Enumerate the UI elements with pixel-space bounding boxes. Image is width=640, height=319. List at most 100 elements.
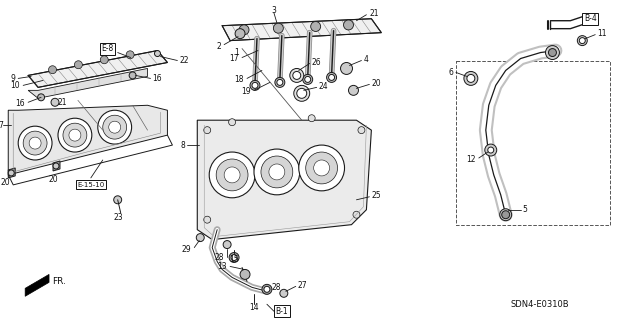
Circle shape xyxy=(63,123,87,147)
Circle shape xyxy=(306,152,337,184)
Circle shape xyxy=(340,63,353,74)
Circle shape xyxy=(261,156,292,188)
Circle shape xyxy=(269,164,285,180)
Text: B-1: B-1 xyxy=(276,307,288,316)
Circle shape xyxy=(18,126,52,160)
Circle shape xyxy=(262,284,272,294)
Text: 11: 11 xyxy=(597,29,607,38)
Circle shape xyxy=(577,36,588,46)
Circle shape xyxy=(240,270,250,279)
Circle shape xyxy=(273,23,284,33)
Text: 20: 20 xyxy=(371,79,381,88)
Circle shape xyxy=(216,159,248,191)
Circle shape xyxy=(464,71,478,85)
Circle shape xyxy=(228,119,236,126)
Text: 7: 7 xyxy=(0,121,3,130)
Text: 6: 6 xyxy=(448,68,453,77)
Circle shape xyxy=(254,149,300,195)
Circle shape xyxy=(502,211,509,219)
Polygon shape xyxy=(53,161,60,171)
Circle shape xyxy=(328,74,335,80)
Text: 16: 16 xyxy=(15,99,25,108)
Text: 12: 12 xyxy=(467,155,476,165)
Text: 2: 2 xyxy=(216,42,221,51)
Text: 26: 26 xyxy=(312,58,321,67)
Circle shape xyxy=(98,110,132,144)
Circle shape xyxy=(326,72,337,82)
Text: 21: 21 xyxy=(58,98,67,107)
Circle shape xyxy=(310,21,321,32)
Circle shape xyxy=(109,121,121,133)
Circle shape xyxy=(29,137,41,149)
Text: 21: 21 xyxy=(369,9,379,18)
Circle shape xyxy=(277,79,283,85)
Polygon shape xyxy=(28,69,148,98)
Text: 10: 10 xyxy=(11,81,20,90)
Circle shape xyxy=(275,78,285,87)
Circle shape xyxy=(252,82,258,88)
Text: 22: 22 xyxy=(179,56,189,65)
Polygon shape xyxy=(8,168,15,178)
Text: 24: 24 xyxy=(319,82,328,91)
Circle shape xyxy=(235,29,245,39)
Polygon shape xyxy=(28,50,168,87)
Circle shape xyxy=(8,170,14,176)
Circle shape xyxy=(58,118,92,152)
Text: 16: 16 xyxy=(152,74,162,83)
Circle shape xyxy=(548,48,556,56)
Text: E-8: E-8 xyxy=(102,44,114,53)
Circle shape xyxy=(231,255,237,261)
Text: 17: 17 xyxy=(229,54,239,63)
Text: 1: 1 xyxy=(234,48,239,57)
Circle shape xyxy=(51,98,59,106)
Circle shape xyxy=(303,74,313,85)
Circle shape xyxy=(488,147,493,153)
Circle shape xyxy=(545,46,559,60)
Circle shape xyxy=(290,69,304,82)
Circle shape xyxy=(500,209,511,221)
Circle shape xyxy=(74,61,83,69)
Circle shape xyxy=(129,72,136,79)
Polygon shape xyxy=(222,19,381,41)
Circle shape xyxy=(204,216,211,223)
Polygon shape xyxy=(197,120,371,240)
Text: 28: 28 xyxy=(214,253,224,262)
Text: 23: 23 xyxy=(114,213,124,222)
Text: 9: 9 xyxy=(10,74,15,83)
Circle shape xyxy=(264,286,270,292)
Circle shape xyxy=(126,51,134,59)
Text: 8: 8 xyxy=(180,141,186,150)
Circle shape xyxy=(114,196,122,204)
Text: 14: 14 xyxy=(249,303,259,312)
Circle shape xyxy=(467,74,475,82)
Text: 28: 28 xyxy=(272,283,282,292)
Circle shape xyxy=(239,25,249,35)
Circle shape xyxy=(308,115,315,122)
Text: 13: 13 xyxy=(218,262,227,271)
Circle shape xyxy=(103,115,127,139)
Text: 20: 20 xyxy=(48,175,58,184)
Circle shape xyxy=(299,145,344,191)
Circle shape xyxy=(484,144,497,156)
Circle shape xyxy=(344,20,353,30)
Circle shape xyxy=(579,38,586,44)
Circle shape xyxy=(250,80,260,90)
Text: B-4: B-4 xyxy=(584,14,596,23)
Circle shape xyxy=(229,253,239,263)
Text: 20: 20 xyxy=(1,178,10,187)
Circle shape xyxy=(154,50,161,56)
Text: 25: 25 xyxy=(371,191,381,200)
Text: 15: 15 xyxy=(229,255,239,264)
Circle shape xyxy=(196,234,204,241)
Circle shape xyxy=(38,94,45,101)
Circle shape xyxy=(305,77,310,82)
Text: 3: 3 xyxy=(271,6,276,15)
Text: 18: 18 xyxy=(234,75,244,84)
Text: FR.: FR. xyxy=(52,277,66,286)
Circle shape xyxy=(358,127,365,134)
Circle shape xyxy=(23,131,47,155)
Circle shape xyxy=(204,127,211,134)
Circle shape xyxy=(53,163,59,169)
Text: SDN4-E0310B: SDN4-E0310B xyxy=(511,300,570,309)
Circle shape xyxy=(100,56,108,64)
